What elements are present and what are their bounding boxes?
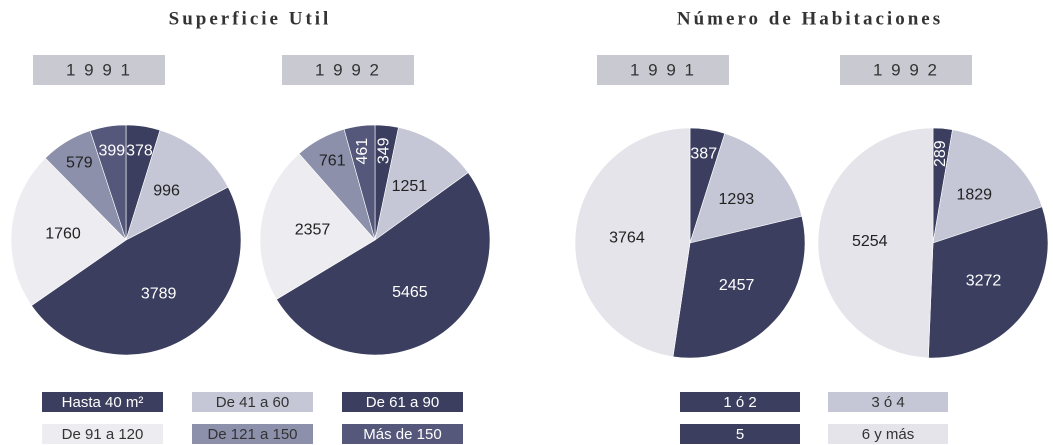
pie-slice (10, 157, 127, 306)
legend-label: 5 (736, 426, 744, 443)
section-title: Número de Habitaciones (677, 8, 943, 29)
pie-slice (689, 133, 803, 244)
legend-label: De 91 a 120 (62, 426, 144, 443)
value-label: 1829 (956, 186, 992, 203)
pie-slice (932, 129, 1043, 244)
value-label: 289 (932, 140, 949, 167)
year-label: 1 9 9 2 (315, 60, 381, 79)
value-label: 5465 (392, 284, 428, 301)
value-label: 378 (126, 143, 153, 160)
section-title: Superficie Util (169, 8, 332, 29)
legend-swatch (680, 392, 800, 412)
value-label: 996 (153, 183, 180, 200)
year-label: 1 9 9 1 (630, 60, 696, 79)
legend-label: Hasta 40 m² (62, 394, 144, 411)
value-label: 461 (354, 138, 371, 165)
pie-slice (374, 127, 469, 241)
pie-slice (31, 186, 242, 356)
legend-swatch (342, 392, 463, 412)
legend-label: 6 y más (862, 426, 915, 443)
value-label: 387 (690, 146, 717, 163)
legend-swatch (342, 424, 463, 444)
value-label: 3272 (966, 272, 1002, 289)
legend-swatch (828, 392, 948, 412)
value-label: 761 (319, 152, 346, 169)
pie-slice (672, 215, 806, 359)
value-label: 3789 (141, 285, 177, 302)
value-label: 349 (375, 137, 392, 164)
pie-slice (276, 172, 491, 356)
pie-slice (817, 127, 934, 359)
pie-slice (343, 124, 376, 241)
value-label: 5254 (852, 233, 888, 250)
year-label: 1 9 9 1 (66, 60, 132, 79)
year-box (840, 55, 972, 85)
value-label: 1760 (45, 225, 81, 242)
pie-slice (928, 206, 1049, 359)
legend-label: De 121 a 150 (207, 426, 297, 443)
value-label: 579 (66, 155, 93, 172)
value-label: 2357 (295, 222, 331, 239)
legend-swatch (680, 424, 800, 444)
year-box (597, 55, 729, 85)
year-box (282, 55, 414, 85)
value-label: 2457 (719, 277, 755, 294)
value-label: 3764 (609, 230, 645, 247)
legend-swatch (828, 424, 948, 444)
value-label: 1293 (719, 191, 755, 208)
legend-label: 3 ó 4 (871, 394, 904, 411)
pie-slice (259, 153, 376, 300)
legend-swatch (192, 392, 313, 412)
value-label: 1251 (392, 178, 428, 195)
legend-label: 1 ó 2 (723, 394, 756, 411)
pie-slice (574, 127, 691, 358)
pie-slice (125, 129, 229, 241)
legend-swatch (42, 392, 163, 412)
year-label: 1 9 9 2 (873, 60, 939, 79)
legend-label: De 61 a 90 (366, 394, 439, 411)
legend-swatch (42, 424, 163, 444)
legend-swatch (192, 424, 313, 444)
value-label: 399 (98, 143, 125, 160)
legend-label: De 41 a 60 (216, 394, 289, 411)
pie-slice (89, 124, 127, 241)
legend-label: Más de 150 (363, 426, 441, 443)
year-box (33, 55, 165, 85)
